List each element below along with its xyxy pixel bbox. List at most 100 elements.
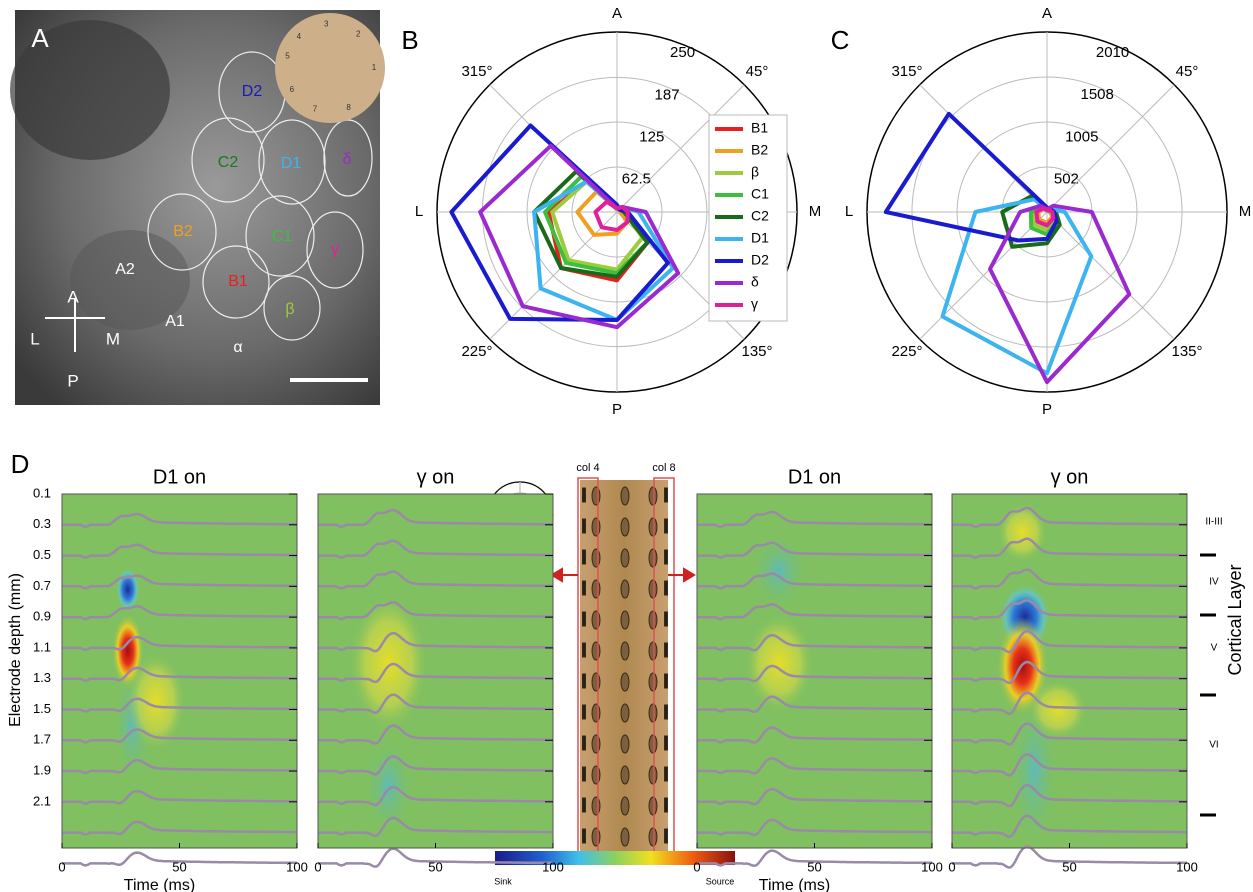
- orientation-label: L: [30, 329, 39, 348]
- theta-tick-label: 225°: [891, 343, 922, 360]
- x-tick-label: 50: [1062, 859, 1076, 874]
- theta-tick-label: 225°: [461, 343, 492, 360]
- theta-tick-label: 315°: [891, 63, 922, 80]
- csd-blob: [998, 502, 1048, 562]
- r-tick-label: 125: [639, 128, 664, 145]
- x-tick-label: 100: [1176, 859, 1198, 874]
- barrel-label: D2: [242, 83, 263, 100]
- probe-label: col 8: [652, 462, 675, 474]
- barrel-label: C2: [218, 154, 239, 171]
- figure: A D2 C2 D1 δ B2 C1 γ A2 B1 β A1 α A L M P 1 2 3 4 5 6 7 8 B 62.5 12…: [0, 0, 1253, 892]
- colorbar-label: Source: [706, 876, 735, 886]
- x-tick-label: 100: [286, 859, 308, 874]
- barrel-label: D1: [281, 155, 302, 172]
- x-tick-label: 0: [693, 859, 700, 874]
- electrode-number: 7: [313, 104, 318, 113]
- barrel-label: β: [285, 301, 294, 318]
- layer-label: IV: [1209, 577, 1219, 588]
- r-tick-label: 1005: [1065, 128, 1098, 145]
- x-tick-label: 50: [172, 859, 186, 874]
- electrode-number: 8: [346, 103, 351, 112]
- csd-blob: [116, 567, 140, 611]
- barrel-label: A1: [165, 313, 185, 330]
- theta-tick-label: M: [809, 203, 822, 220]
- electrode-number: 3: [324, 19, 329, 28]
- electrode-number: 2: [356, 29, 361, 38]
- electrode-number: 4: [297, 32, 302, 41]
- page: {"panel_a": {"label": "A", "barrels": [ …: [0, 0, 1253, 892]
- panel-title: γ on: [417, 466, 455, 488]
- y-tick-label: 1.9: [33, 762, 51, 777]
- barrel-label: A2: [115, 261, 135, 278]
- x-axis-label: Time (ms): [759, 877, 830, 892]
- panel-label: C: [831, 25, 850, 55]
- theta-tick-label: P: [612, 401, 622, 418]
- legend-label: β: [751, 164, 759, 180]
- layer-label: V: [1211, 643, 1218, 654]
- theta-tick-label: 135°: [1171, 343, 1202, 360]
- legend-label: B1: [751, 120, 768, 136]
- y-tick-label: 0.7: [33, 578, 51, 593]
- legend-label: γ: [751, 296, 758, 312]
- orientation-label: P: [67, 371, 78, 390]
- layer-label: II-III: [1205, 517, 1222, 528]
- r-tick-label: 2010: [1096, 44, 1129, 61]
- x-axis-label: Time (ms): [124, 877, 195, 892]
- panel-label: D: [11, 449, 30, 479]
- y-tick-label: 0.9: [33, 609, 51, 624]
- panel-label: A: [31, 23, 49, 53]
- orientation-label: A: [67, 287, 79, 306]
- layer-axis-label: Cortical Layer: [1225, 564, 1245, 675]
- y-tick-label: 0.5: [33, 547, 51, 562]
- x-tick-label: 100: [542, 859, 564, 874]
- theta-tick-label: P: [1042, 401, 1052, 418]
- spoke: [1047, 85, 1174, 212]
- electrode-number: 5: [285, 52, 290, 61]
- r-tick-label: 62.5: [622, 171, 651, 188]
- panel-title: D1 on: [153, 466, 206, 488]
- y-tick-label: 1.3: [33, 670, 51, 685]
- electrode-number: 6: [290, 85, 295, 94]
- r-tick-label: 250: [670, 44, 695, 61]
- y-tick-label: 2.1: [33, 793, 51, 808]
- barrel-label: α: [233, 339, 242, 356]
- legend-label: δ: [751, 274, 759, 290]
- x-tick-label: 0: [948, 859, 955, 874]
- x-tick-label: 100: [921, 859, 943, 874]
- series-line: [943, 199, 1092, 373]
- x-tick-label: 50: [807, 859, 821, 874]
- barrel-label: δ: [343, 151, 352, 168]
- y-tick-label: 0.1: [33, 485, 51, 500]
- panel-a-image: [10, 10, 385, 405]
- layer-label: VI: [1209, 740, 1218, 751]
- y-tick-label: 1.1: [33, 639, 51, 654]
- theta-tick-label: A: [612, 5, 622, 22]
- barrel-label: γ: [331, 241, 339, 258]
- legend-label: B2: [751, 142, 768, 158]
- y-tick-label: 0.3: [33, 516, 51, 531]
- theta-tick-label: L: [845, 203, 853, 220]
- colorbar-label: Sink: [494, 876, 512, 886]
- r-tick-label: 502: [1054, 171, 1079, 188]
- legend-label: C2: [751, 208, 769, 224]
- probe-label: col 4: [576, 462, 599, 474]
- legend-label: D1: [751, 230, 769, 246]
- barrel-label: C1: [272, 228, 293, 245]
- panel-title: D1 on: [788, 466, 841, 488]
- barrel-label: B2: [173, 223, 193, 240]
- panel-label: B: [401, 25, 418, 55]
- panel-title: γ on: [1051, 466, 1089, 488]
- y-tick-label: 1.7: [33, 732, 51, 747]
- barrel-label: B1: [228, 273, 248, 290]
- x-tick-label: 0: [314, 859, 321, 874]
- theta-tick-label: 45°: [1176, 63, 1199, 80]
- electrode-number: 1: [372, 63, 377, 72]
- r-tick-label: 187: [655, 86, 680, 103]
- theta-tick-label: 315°: [461, 63, 492, 80]
- theta-tick-label: 135°: [741, 343, 772, 360]
- orientation-label: M: [106, 329, 120, 348]
- heatmap-bg: [952, 494, 1187, 848]
- legend-label: D2: [751, 252, 769, 268]
- r-tick-label: 1508: [1081, 86, 1114, 103]
- theta-tick-label: 45°: [746, 63, 769, 80]
